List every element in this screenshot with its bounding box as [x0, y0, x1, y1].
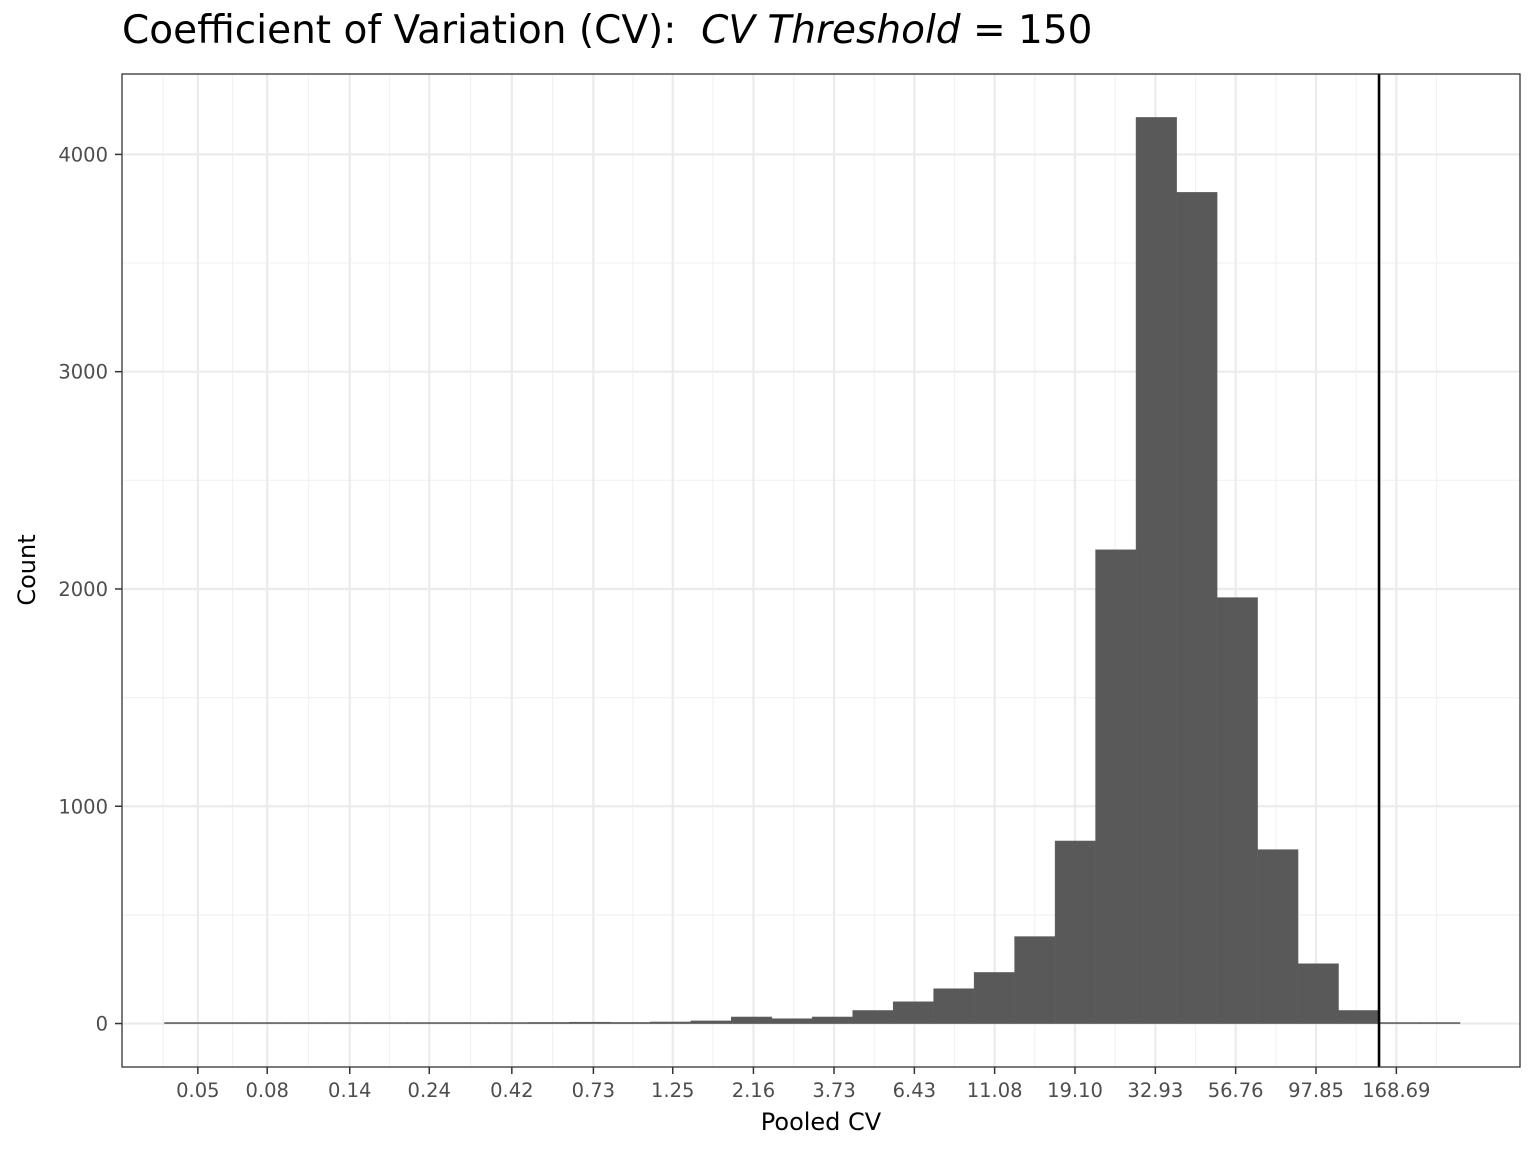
x-tick-label: 0.42 — [490, 1079, 533, 1102]
y-tick-label: 4000 — [58, 143, 108, 166]
x-tick-label: 11.08 — [967, 1079, 1023, 1102]
x-tick-label: 0.05 — [176, 1079, 219, 1102]
histogram-bar — [650, 1021, 692, 1024]
y-axis: 0 1000 2000 3000 4000 — [58, 143, 122, 1036]
x-tick-label: 97.85 — [1288, 1079, 1344, 1102]
histogram-bar — [1378, 1022, 1420, 1024]
histogram-bar — [407, 1022, 449, 1024]
histogram-bar — [1216, 597, 1258, 1024]
y-tick-label: 0 — [96, 1013, 108, 1036]
histogram-bar — [811, 1016, 854, 1024]
x-tick-label: 56.76 — [1208, 1079, 1264, 1102]
histogram-bar — [366, 1022, 408, 1024]
y-tick-label: 1000 — [58, 795, 108, 818]
histogram-bar — [326, 1022, 368, 1024]
y-tick-label: 2000 — [58, 578, 108, 601]
histogram-bar — [933, 988, 975, 1024]
histogram-bar — [1095, 549, 1137, 1024]
title-equals: = — [972, 8, 1006, 53]
histogram-bar — [528, 1022, 570, 1024]
x-tick-label: 3.73 — [812, 1079, 855, 1102]
histogram-bar — [1338, 1010, 1380, 1024]
histogram-bar — [285, 1022, 327, 1024]
histogram-bar — [1257, 849, 1299, 1024]
title-threshold-label: CV Threshold — [701, 8, 961, 53]
x-axis-title: Pooled CV — [761, 1108, 882, 1136]
x-tick-label: 2.16 — [732, 1079, 775, 1102]
histogram-bars — [164, 117, 1461, 1024]
x-tick-label: 0.08 — [245, 1079, 288, 1102]
x-tick-label: 32.93 — [1127, 1079, 1183, 1102]
title-threshold-value: 150 — [1018, 8, 1093, 53]
x-axis: 0.05 0.08 0.14 0.24 0.42 0.73 1.25 2.16 3.73 6.43… — [176, 1067, 1430, 1102]
histogram-bar — [245, 1022, 287, 1024]
histogram-bar — [771, 1018, 813, 1024]
histogram-bar — [1054, 840, 1096, 1024]
histogram-bar — [447, 1022, 489, 1024]
histogram-bar — [1176, 192, 1218, 1024]
x-tick-label: 1.25 — [651, 1079, 694, 1102]
x-tick-label: 0.24 — [408, 1079, 451, 1102]
histogram-bar — [488, 1022, 530, 1024]
histogram-bar — [1297, 963, 1339, 1024]
x-tick-label: 6.43 — [893, 1079, 936, 1102]
x-tick-label: 0.73 — [572, 1079, 615, 1102]
histogram-bar — [164, 1022, 206, 1024]
histogram-bar — [852, 1010, 894, 1024]
histogram-bar — [204, 1022, 246, 1024]
x-tick-label: 19.10 — [1047, 1079, 1103, 1102]
histogram-bar — [892, 1001, 935, 1024]
histogram-bar — [973, 972, 1015, 1024]
y-tick-label: 3000 — [58, 361, 108, 384]
title-prefix: Coefficient of Variation (CV): — [122, 8, 677, 53]
histogram-bar — [1419, 1022, 1461, 1024]
x-tick-label: 168.69 — [1362, 1079, 1430, 1102]
histogram-bar — [1135, 117, 1177, 1024]
plot-background — [122, 74, 1520, 1067]
histogram-bar — [569, 1021, 611, 1024]
chart-title: Coefficient of Variation (CV): CV Thresh… — [122, 8, 1093, 53]
x-tick-label: 0.14 — [328, 1079, 371, 1102]
histogram-bar — [731, 1016, 773, 1024]
plot-border — [121, 73, 1521, 1068]
histogram-bar — [609, 1022, 651, 1024]
histogram-bar — [690, 1020, 732, 1024]
histogram-bar — [1014, 936, 1056, 1024]
y-axis-title: Count — [13, 534, 41, 605]
